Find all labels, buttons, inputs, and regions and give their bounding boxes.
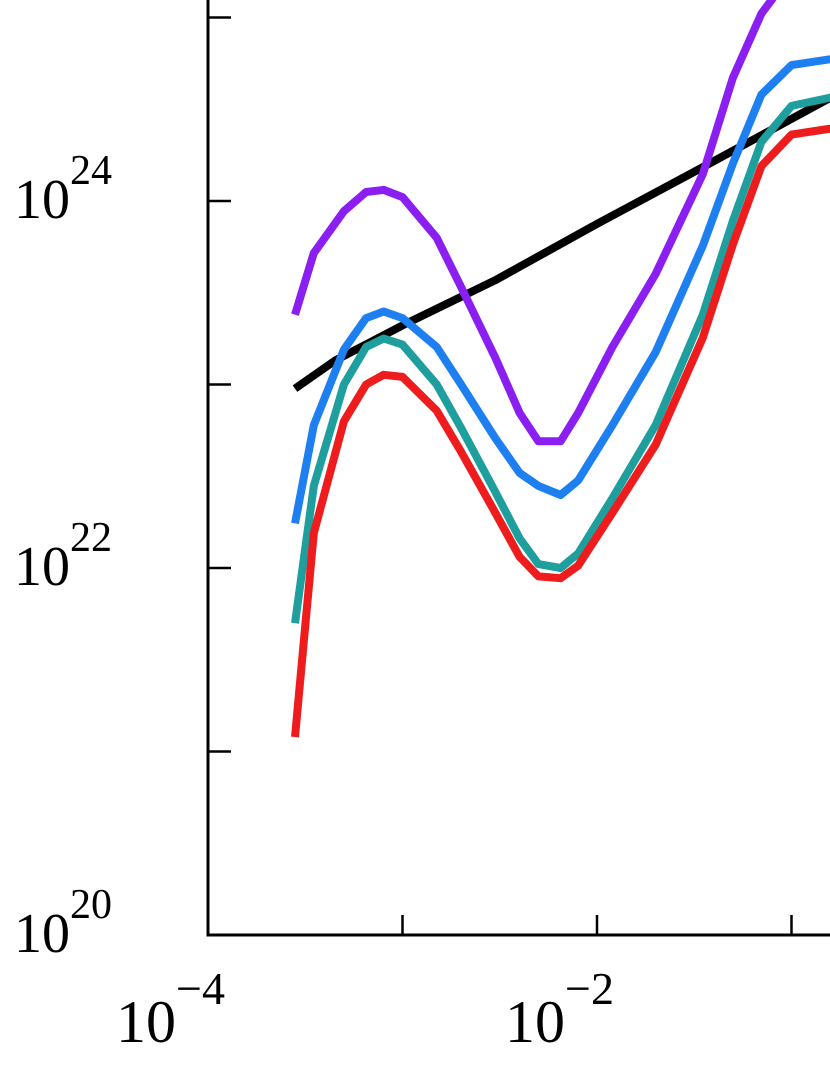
series-line-4 bbox=[291, 93, 830, 624]
y-tick-label: 1020 bbox=[14, 882, 112, 965]
y-tick-label: 1024 bbox=[14, 148, 112, 231]
series-line-5 bbox=[291, 124, 830, 738]
series-line-2 bbox=[291, 0, 777, 446]
x-tick-label: 10−2 bbox=[505, 963, 614, 1055]
series-lines bbox=[291, 0, 830, 738]
tick-labels: 1020 1022 1024 10−4 10−2 bbox=[14, 148, 614, 1055]
x-tick-label: 10−4 bbox=[116, 963, 225, 1055]
axis-ticks bbox=[206, 16, 793, 937]
y-tick-label: 1022 bbox=[14, 515, 112, 598]
series-line-3 bbox=[291, 55, 830, 525]
